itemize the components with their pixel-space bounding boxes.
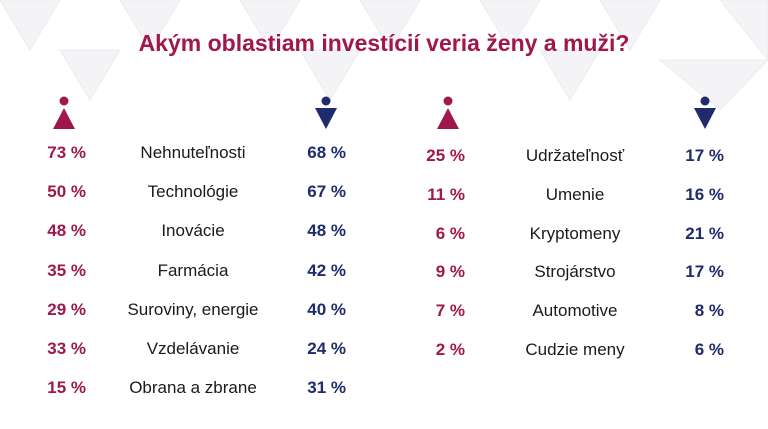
women-value: 9 % [435, 262, 465, 281]
category-label: Cudzie meny [525, 340, 625, 359]
men-value: 17 % [685, 146, 724, 165]
men-value: 21 % [685, 224, 724, 243]
chart-title: Akým oblastiam investícií veria ženy a m… [138, 30, 630, 56]
category-label: Umenie [545, 185, 605, 204]
category-label: Udržateľnosť [525, 146, 625, 165]
men-value: 24 % [307, 339, 346, 358]
women-value: 29 % [47, 300, 86, 319]
women-value: 11 % [427, 185, 465, 204]
category-label: Suroviny, energie [127, 300, 259, 319]
category-label: Vzdelávanie [146, 339, 240, 358]
women-value: 6 % [435, 224, 465, 243]
men-value: 6 % [694, 340, 724, 359]
men-value: 40 % [307, 300, 346, 319]
men-value: 16 % [685, 185, 724, 204]
male-icon [315, 96, 337, 129]
category-label: Obrana a zbrane [129, 378, 257, 397]
female-icon [53, 96, 75, 129]
women-value: 2 % [435, 340, 465, 359]
female-icon [437, 96, 459, 129]
category-label: Farmácia [157, 261, 229, 280]
men-value: 42 % [307, 261, 346, 280]
men-value: 48 % [307, 221, 346, 240]
category-label: Nehnuteľnosti [140, 143, 246, 162]
men-value: 17 % [685, 262, 724, 281]
men-value: 8 % [694, 301, 724, 320]
women-value: 73 % [47, 143, 86, 162]
men-value: 67 % [307, 182, 346, 201]
women-value: 35 % [47, 261, 86, 280]
category-label: Inovácie [161, 221, 225, 240]
women-value: 48 % [47, 221, 86, 240]
category-label: Strojárstvo [534, 262, 616, 281]
category-label: Technológie [147, 182, 239, 201]
women-value: 33 % [47, 339, 86, 358]
men-value: 31 % [307, 378, 346, 397]
category-label: Automotive [532, 301, 618, 320]
male-icon [694, 96, 716, 129]
category-label: Kryptomeny [529, 224, 621, 243]
women-value: 15 % [47, 378, 86, 397]
women-value: 25 % [426, 146, 465, 165]
women-value: 50 % [47, 182, 86, 201]
women-value: 7 % [435, 301, 465, 320]
men-value: 68 % [307, 143, 346, 162]
